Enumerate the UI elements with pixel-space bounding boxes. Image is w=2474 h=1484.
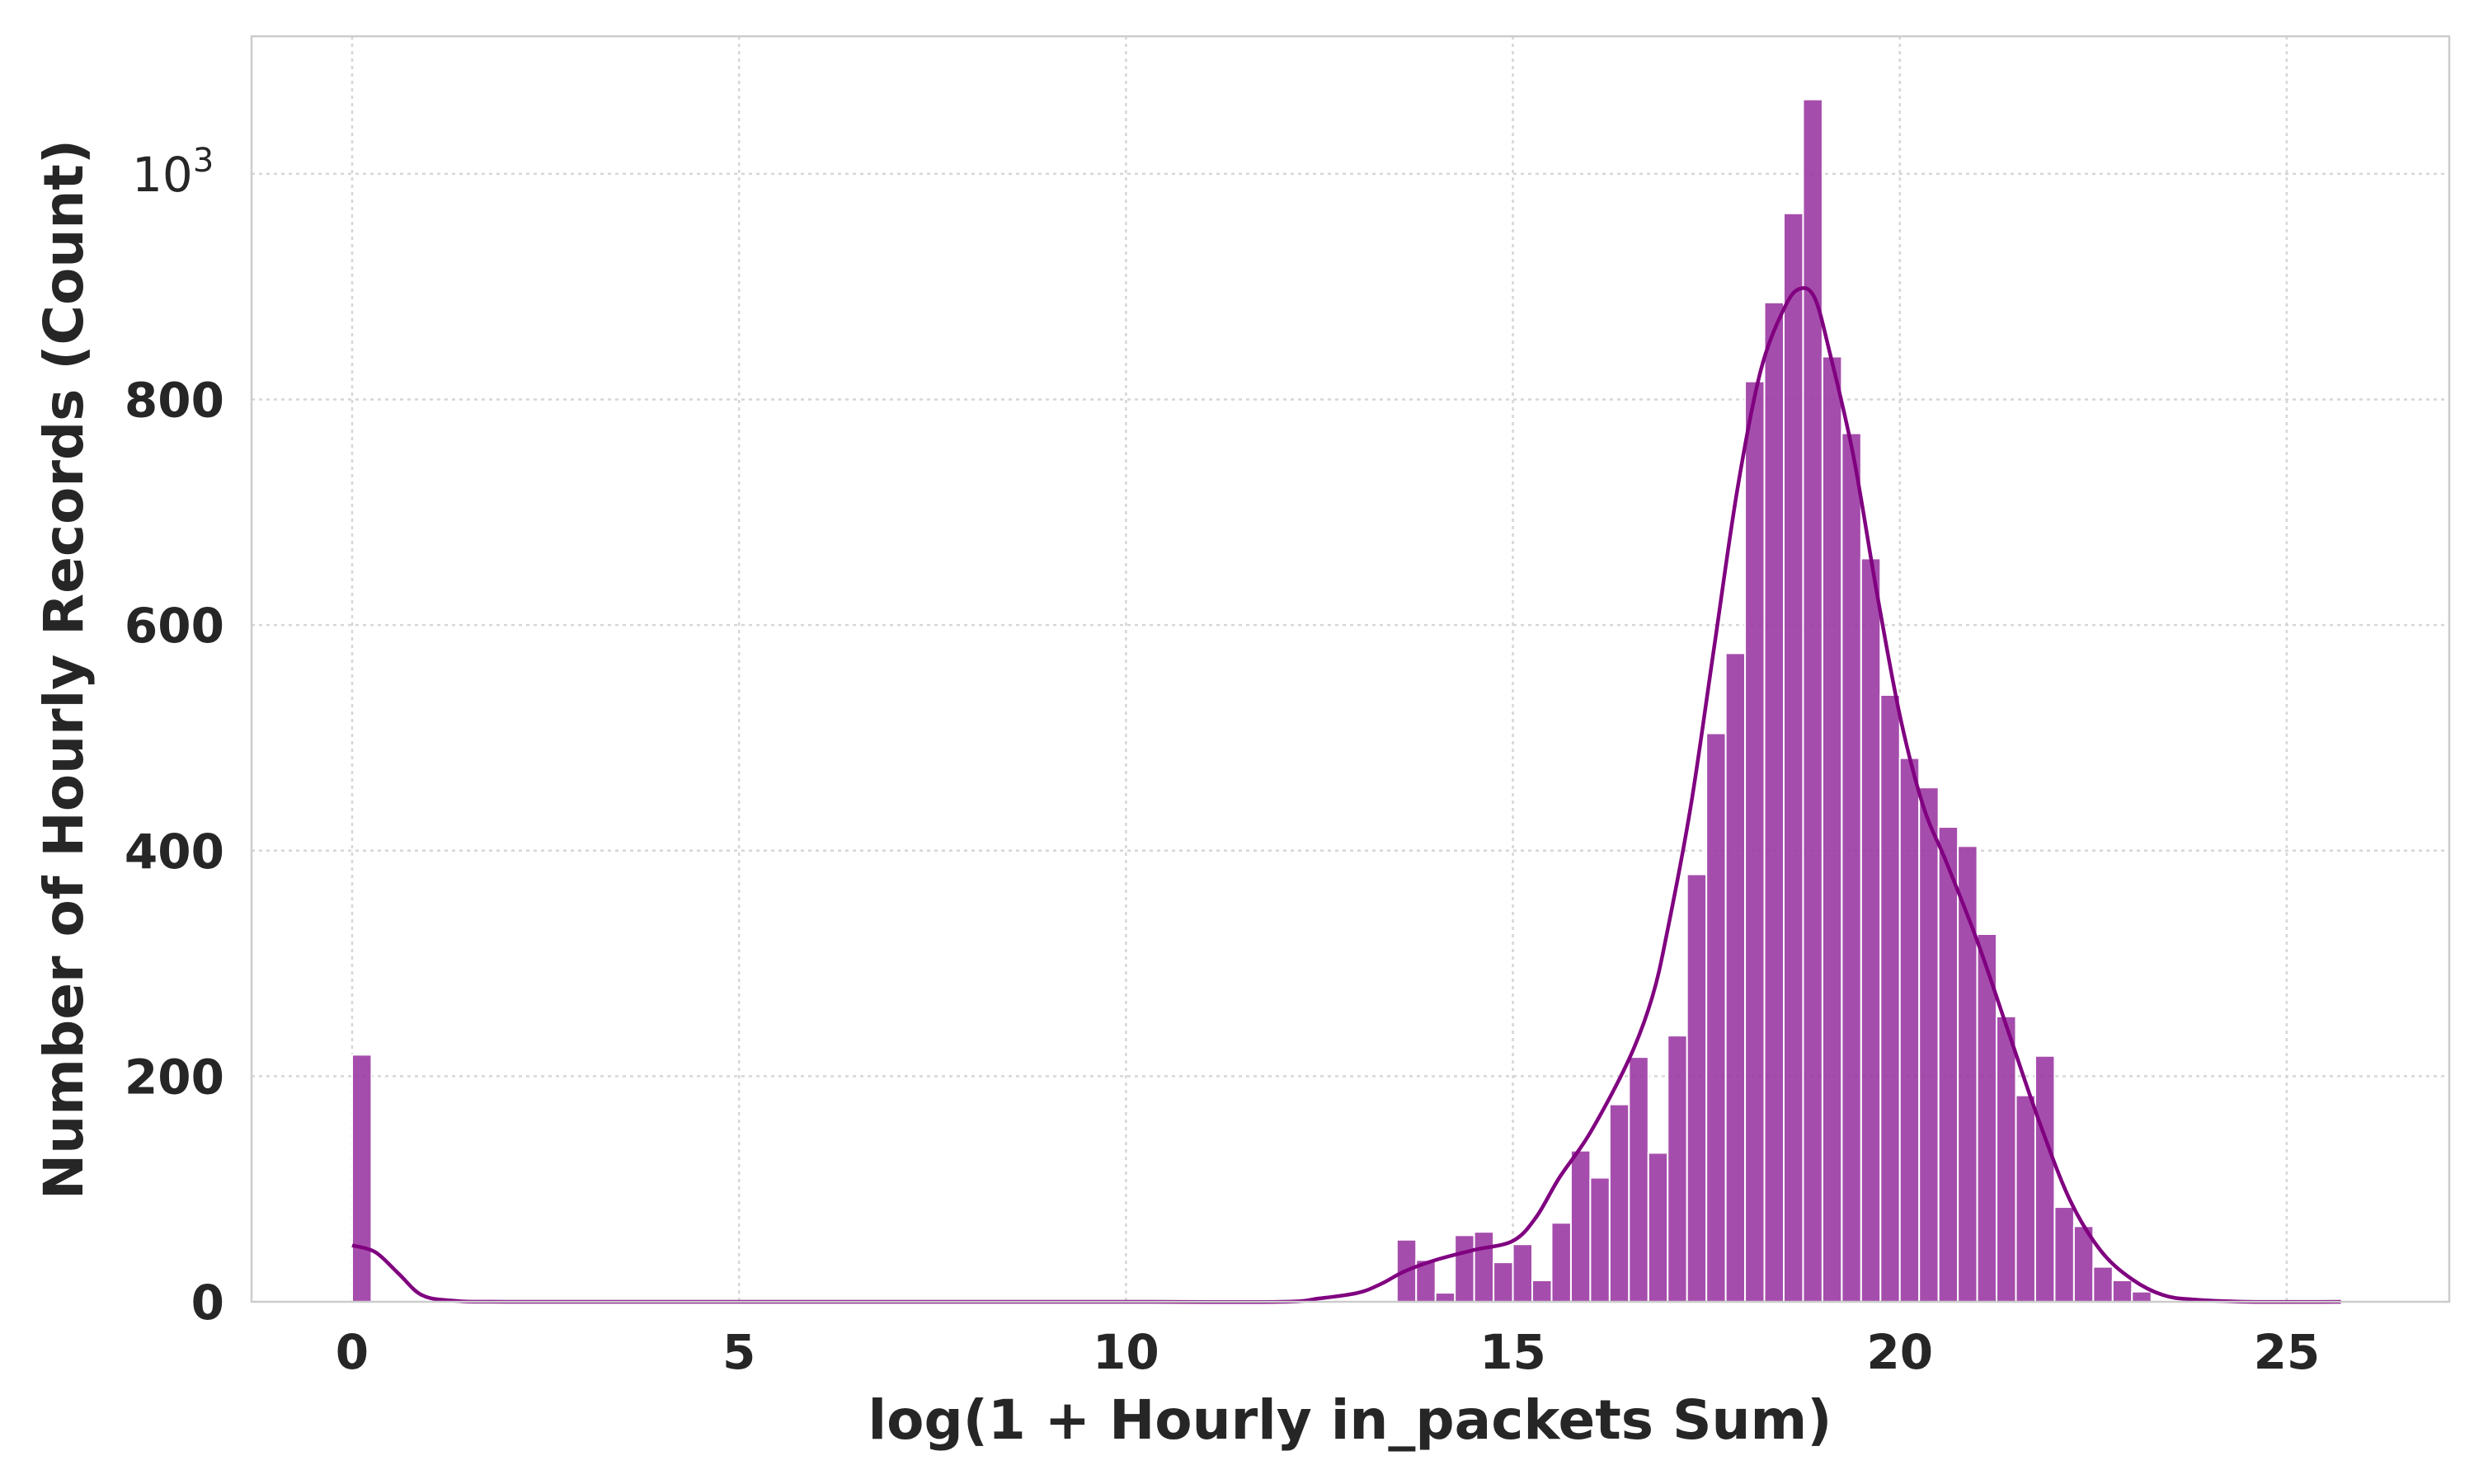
x-tick-label: 25	[2254, 1324, 2321, 1380]
histogram-bar	[1569, 1149, 1592, 1303]
x-tick-labels: 0 5 10 15 20 25	[336, 1324, 2320, 1380]
x-tick-label: 0	[336, 1324, 369, 1380]
histogram-bar	[1550, 1222, 1572, 1303]
x-tick-label: 10	[1093, 1324, 1159, 1380]
histogram-bar	[1802, 98, 1823, 1303]
histogram-bar	[1531, 1280, 1553, 1303]
histogram-bar	[2131, 1290, 2152, 1303]
histogram-bar	[1647, 1152, 1669, 1303]
histogram-bar	[1589, 1176, 1611, 1303]
histogram-bar	[1608, 1103, 1630, 1303]
y-tick-label: 0	[191, 1275, 224, 1331]
histogram-bars	[350, 98, 2152, 1303]
y-tick-label: 600	[125, 598, 224, 654]
x-tick-label: 20	[1866, 1324, 1933, 1380]
y-tick-label: 800	[125, 373, 224, 429]
x-tick-label: 15	[1479, 1324, 1546, 1380]
histogram-bar	[1821, 355, 1843, 1303]
histogram-bar	[1879, 693, 1901, 1303]
histogram-bar	[1724, 652, 1747, 1303]
grid	[252, 36, 2449, 1302]
histogram-bar	[2092, 1266, 2114, 1303]
histogram-bar	[1667, 1035, 1688, 1303]
histogram-bar	[1918, 787, 1940, 1303]
x-axis-title: log(1 + Hourly in_packets Sum)	[868, 1388, 1832, 1452]
histogram-bar	[1782, 212, 1804, 1303]
histogram-bar	[1473, 1231, 1495, 1303]
y-offset-base: 10	[132, 147, 193, 203]
histogram-bar	[1434, 1292, 1456, 1303]
plot-frame	[250, 35, 2451, 1303]
histogram-bar	[1937, 826, 1959, 1303]
histogram-bar	[2053, 1206, 2075, 1303]
y-tick-labels: 0 200 400 600 800	[125, 373, 224, 1331]
histogram-bar	[1744, 380, 1766, 1303]
histogram-bar	[1705, 732, 1727, 1303]
y-tick-label: 200	[125, 1049, 224, 1105]
histogram-bar	[1512, 1243, 1534, 1303]
histogram-bar	[1628, 1056, 1649, 1303]
y-offset-exponent: 3	[193, 142, 214, 180]
y-axis-title: Number of Hourly Records (Count)	[32, 139, 96, 1200]
histogram-bar	[1454, 1234, 1475, 1303]
histogram-bar	[1763, 301, 1785, 1303]
y-offset-label: 103	[132, 142, 214, 203]
histogram-bar	[2034, 1054, 2056, 1303]
histogram-bar	[350, 1054, 373, 1303]
histogram-bar	[2111, 1280, 2133, 1303]
x-tick-label: 5	[722, 1324, 755, 1380]
histogram-bar	[2015, 1094, 2036, 1303]
histogram-bar	[1686, 873, 1708, 1303]
histogram-bar	[1860, 557, 1882, 1303]
histogram-bar	[1493, 1261, 1514, 1303]
histogram-bar	[1996, 1015, 2017, 1303]
histogram-bar	[1898, 757, 1921, 1303]
y-tick-label: 400	[125, 824, 224, 880]
histogram-bar	[1841, 432, 1862, 1303]
